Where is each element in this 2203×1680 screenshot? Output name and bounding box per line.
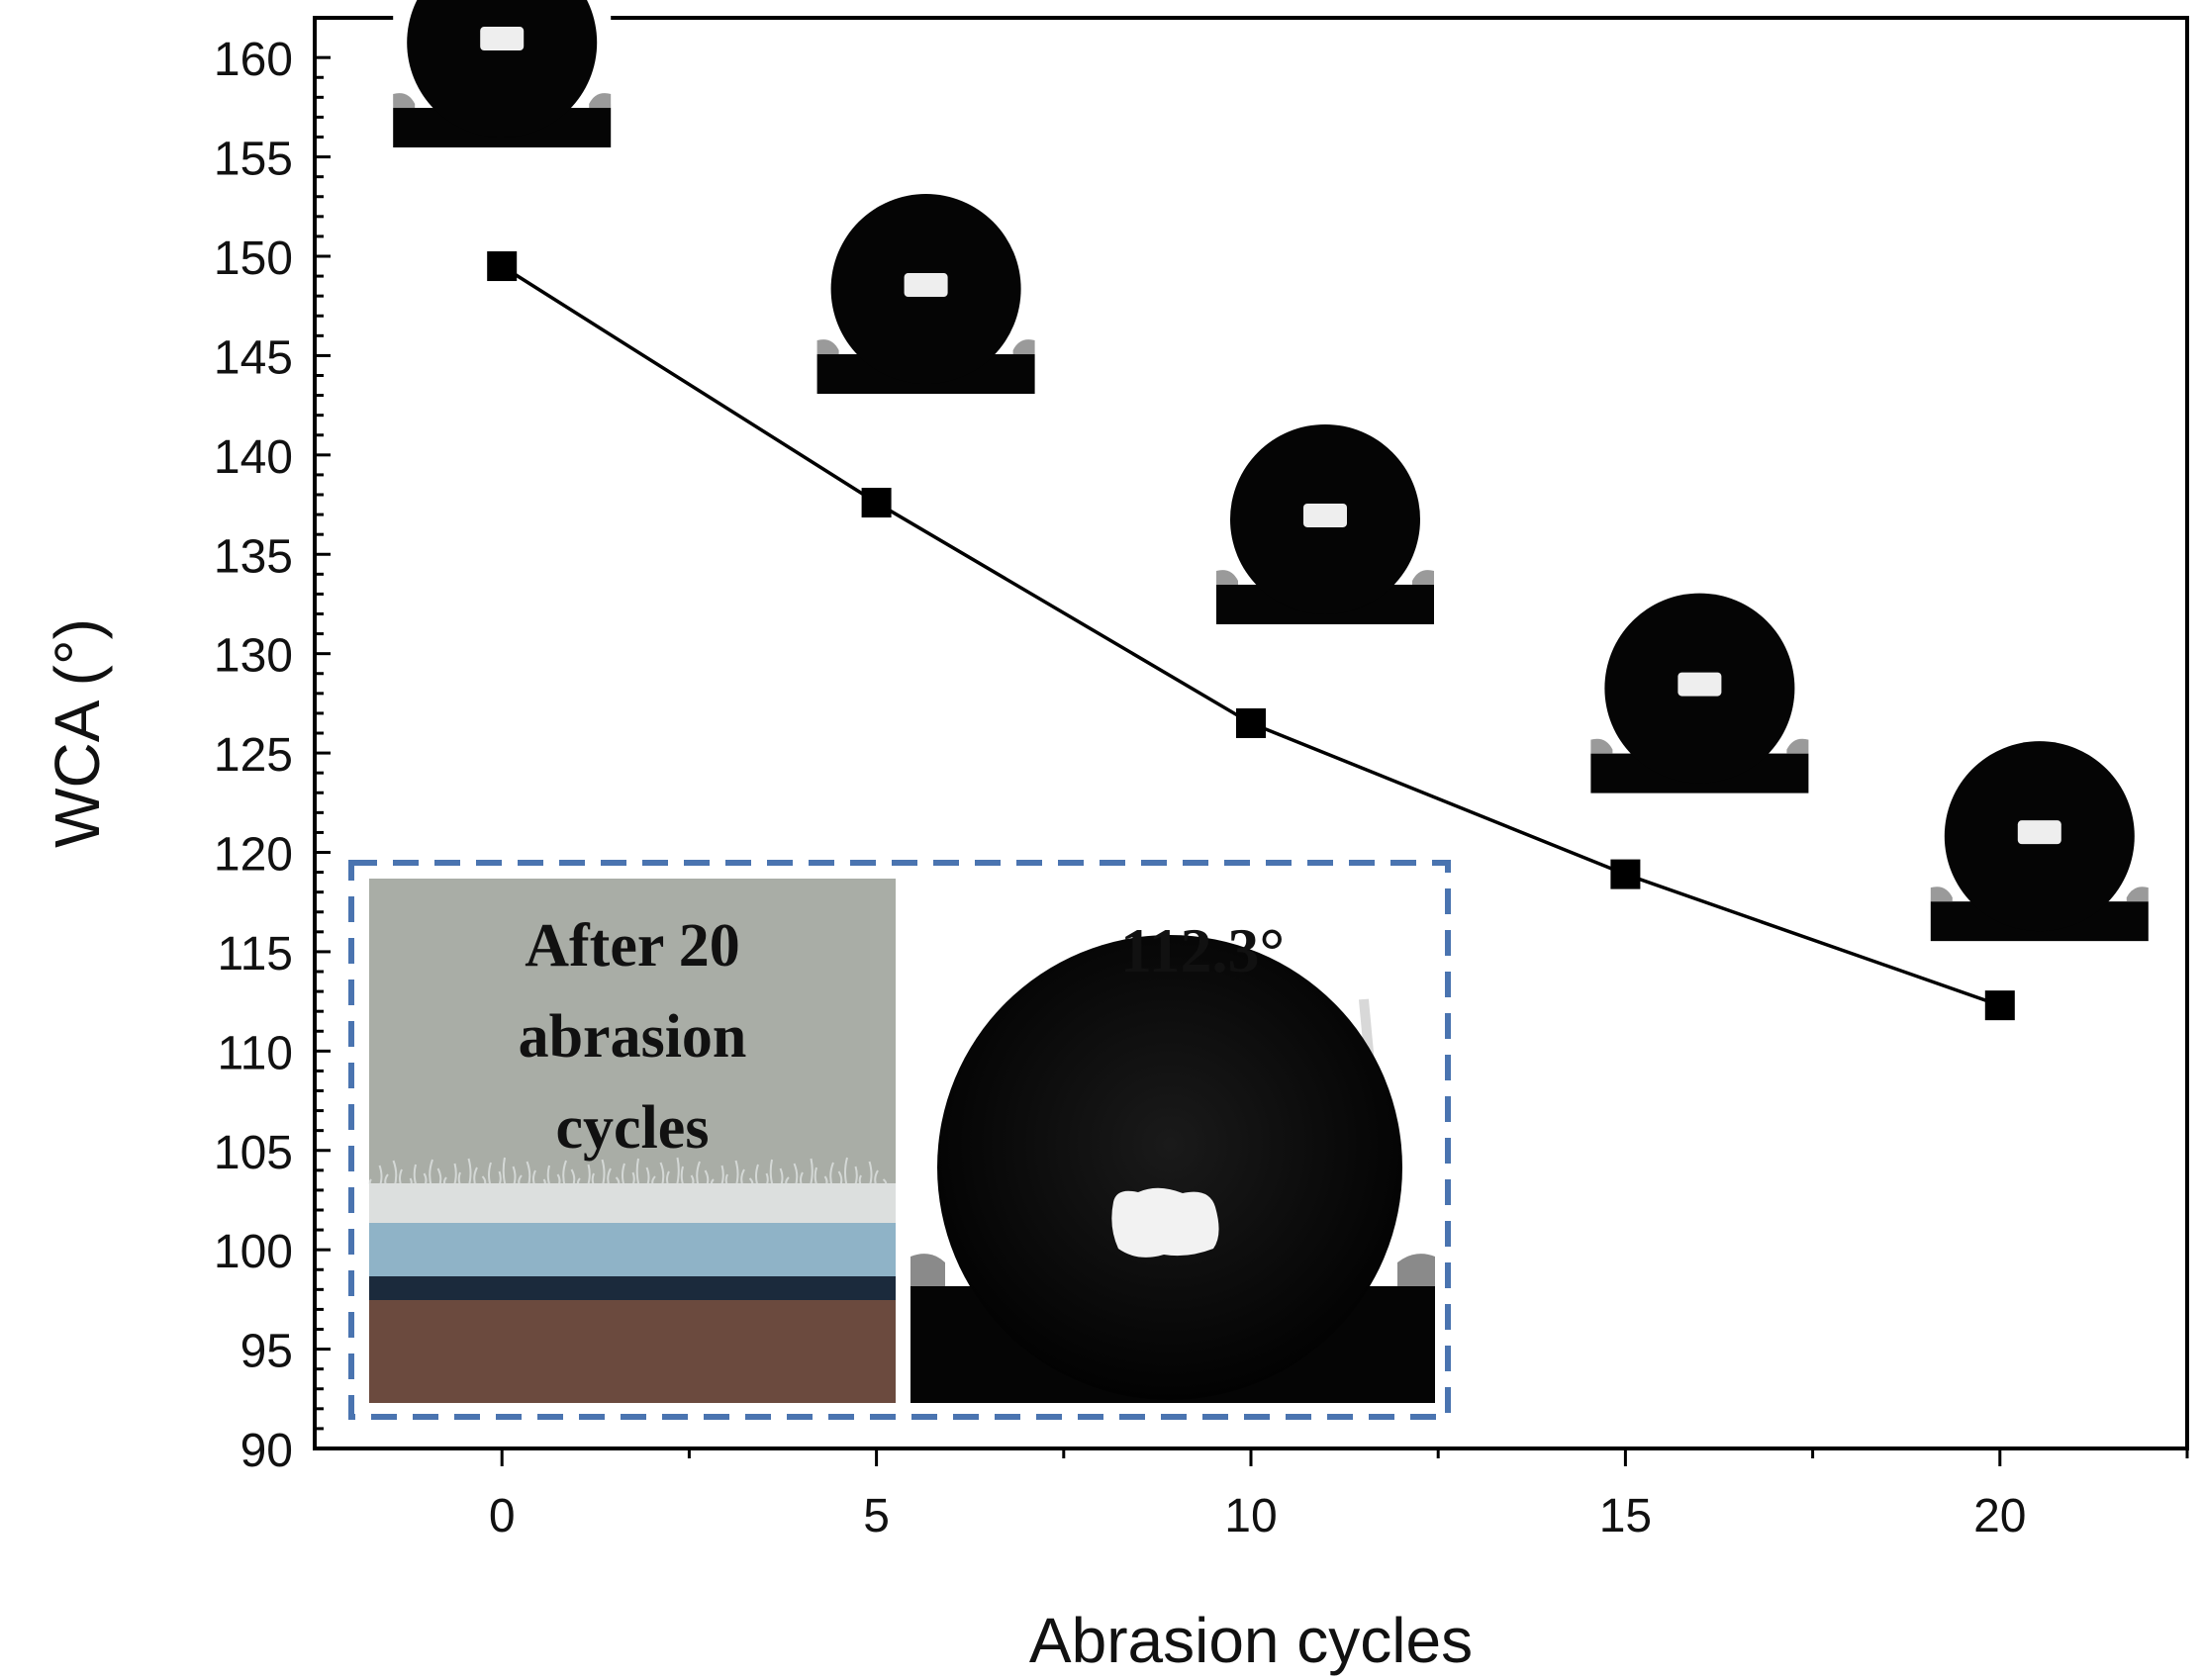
data-point-marker xyxy=(487,251,518,282)
series-markers xyxy=(487,251,2015,1021)
x-tick-label: 20 xyxy=(1973,1490,2026,1542)
droplet-substrate-edge xyxy=(1590,738,1613,754)
droplet-image xyxy=(816,191,1035,395)
droplet xyxy=(407,0,598,139)
x-axis-ticks xyxy=(500,1448,2189,1466)
y-tick-label: 105 xyxy=(214,1127,293,1179)
x-axis-tick-labels: 0 5 10 15 20 xyxy=(489,1490,2027,1542)
droplet-substrate-edge xyxy=(393,93,416,109)
droplet-substrate-edge xyxy=(1012,339,1035,355)
droplet-highlight xyxy=(1303,503,1347,527)
droplet-substrate-edge xyxy=(2126,887,2149,902)
y-tick-label: 90 xyxy=(240,1425,293,1477)
y-tick-label: 100 xyxy=(214,1226,293,1278)
data-point-marker xyxy=(1610,859,1641,889)
droplet-substrate-edge xyxy=(589,93,612,109)
y-tick-label: 110 xyxy=(217,1027,293,1079)
y-axis-tick-labels: 90 95 100 105 110 115 120 125 130 135 140 145 150 155… xyxy=(214,34,293,1477)
inset-border xyxy=(348,860,1451,1420)
droplet-substrate-edge xyxy=(816,339,839,355)
droplet-substrate-edge xyxy=(1216,570,1238,585)
data-point-marker xyxy=(1236,707,1266,738)
y-tick-label: 125 xyxy=(214,729,293,782)
y-tick-label: 160 xyxy=(214,34,293,86)
y-tick-label: 115 xyxy=(217,928,293,980)
data-point-marker xyxy=(1984,990,2015,1021)
inset-panel: After 20 abrasion cycles 112.3° xyxy=(348,860,1451,1420)
droplet-highlight xyxy=(904,273,948,298)
x-tick-label: 10 xyxy=(1224,1490,1277,1542)
data-point-marker xyxy=(861,488,892,518)
droplet-substrate-edge xyxy=(1412,570,1434,585)
droplet-image xyxy=(1590,590,1809,793)
y-tick-label: 140 xyxy=(214,431,293,484)
x-tick-label: 15 xyxy=(1599,1490,1652,1542)
x-tick-label: 0 xyxy=(489,1490,516,1542)
droplet-images xyxy=(393,0,2149,942)
y-axis-ticks xyxy=(315,55,331,1431)
y-tick-label: 120 xyxy=(214,829,293,882)
x-axis-label: Abrasion cycles xyxy=(1029,1605,1473,1676)
droplet-substrate-edge xyxy=(1930,887,1953,902)
y-axis-label: WCA (°) xyxy=(42,618,113,848)
droplet-substrate-edge xyxy=(1786,738,1809,754)
fabric-photo: After 20 abrasion cycles xyxy=(368,879,896,1403)
droplet-highlight xyxy=(480,27,525,51)
y-tick-label: 95 xyxy=(240,1326,293,1378)
droplet-highlight xyxy=(2017,820,2061,845)
x-tick-label: 5 xyxy=(863,1490,890,1542)
inset-photo-label-line-1: After 20 xyxy=(525,912,739,980)
inset-photo-label-line-3: cycles xyxy=(556,1094,710,1162)
droplet-image xyxy=(393,0,612,148)
y-tick-label: 145 xyxy=(214,331,293,384)
droplet-image xyxy=(1930,738,2149,942)
y-tick-label: 130 xyxy=(214,630,293,683)
droplet-highlight xyxy=(1677,672,1722,697)
droplet-image xyxy=(1216,420,1434,624)
y-tick-label: 150 xyxy=(214,233,293,285)
large-droplet-image xyxy=(910,879,1435,1403)
inset-angle-label: 112.3° xyxy=(1120,915,1285,985)
y-tick-label: 135 xyxy=(214,530,293,583)
y-tick-label: 155 xyxy=(214,134,293,186)
inset-photo-label-line-2: abrasion xyxy=(519,1003,747,1071)
